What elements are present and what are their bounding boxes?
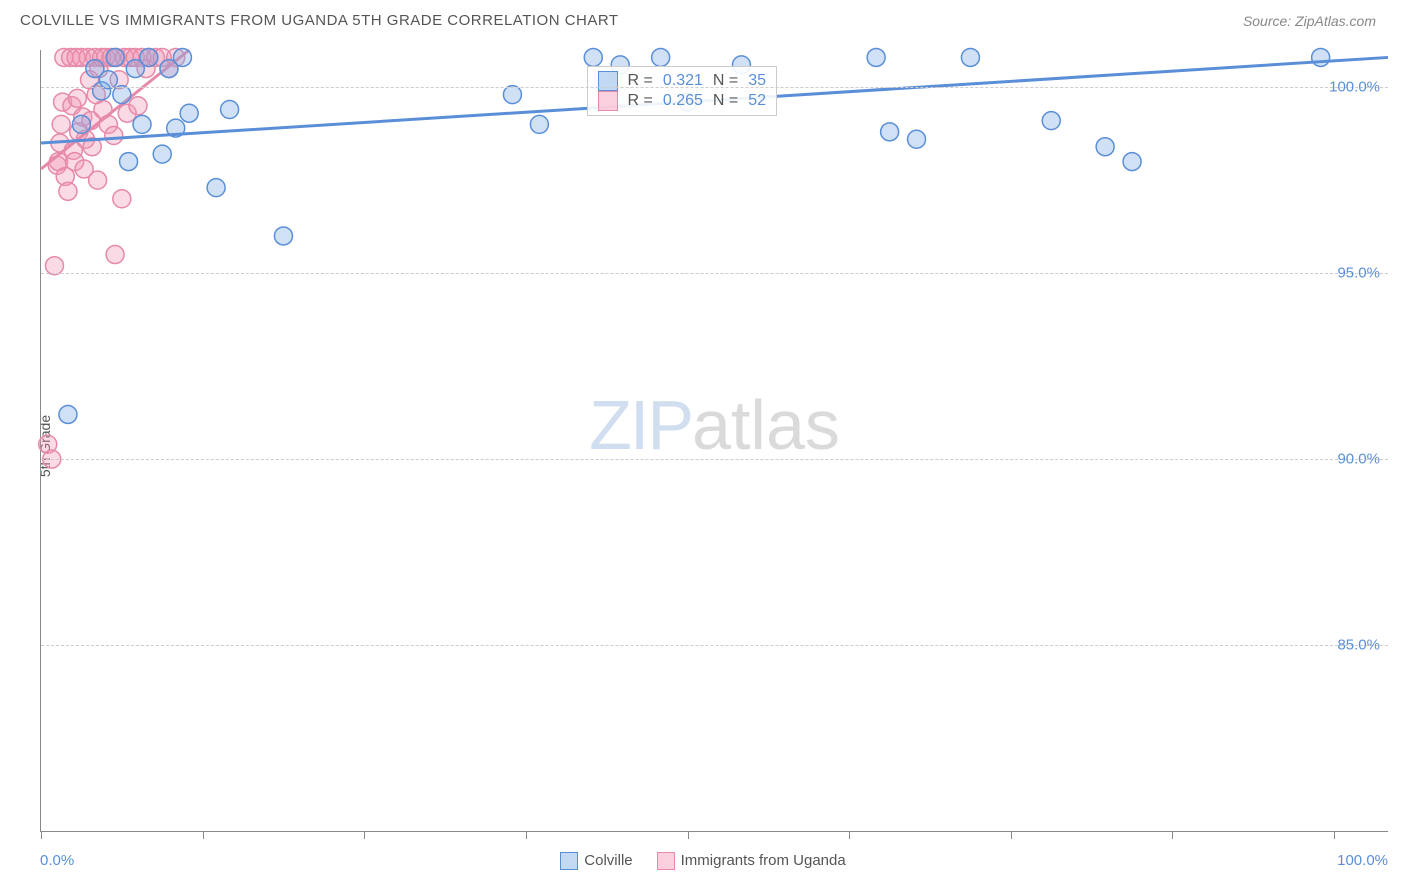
legend-swatch [657, 852, 675, 870]
data-point [1312, 48, 1330, 66]
data-point [274, 227, 292, 245]
data-point [503, 86, 521, 104]
y-tick-label: 100.0% [1329, 79, 1380, 96]
gridline [41, 459, 1388, 460]
plot-svg [41, 50, 1388, 831]
data-point [207, 179, 225, 197]
stats-n-label: N = [713, 92, 738, 110]
data-point [153, 145, 171, 163]
data-point [52, 115, 70, 133]
data-point [45, 257, 63, 275]
x-tick [688, 831, 689, 839]
x-tick [203, 831, 204, 839]
legend-item: Immigrants from Uganda [657, 852, 846, 870]
data-point [89, 171, 107, 189]
data-point [106, 246, 124, 264]
data-point [140, 48, 158, 66]
data-point [180, 104, 198, 122]
data-point [1042, 112, 1060, 130]
data-point [652, 48, 670, 66]
x-tick [1011, 831, 1012, 839]
stats-legend-box: R =0.321N =35R =0.265N =52 [587, 66, 778, 116]
x-tick [1172, 831, 1173, 839]
data-point [120, 153, 138, 171]
gridline [41, 645, 1388, 646]
x-tick [1334, 831, 1335, 839]
source-label: Source: ZipAtlas.com [1243, 13, 1376, 29]
data-point [584, 48, 602, 66]
data-point [106, 48, 124, 66]
chart-title: COLVILLE VS IMMIGRANTS FROM UGANDA 5TH G… [20, 12, 619, 29]
y-tick-label: 95.0% [1337, 265, 1380, 282]
x-tick [526, 831, 527, 839]
data-point [133, 115, 151, 133]
data-point [113, 190, 131, 208]
legend-item: Colville [560, 852, 632, 870]
data-point [1096, 138, 1114, 156]
data-point [105, 127, 123, 145]
data-point [59, 405, 77, 423]
data-point [113, 86, 131, 104]
gridline [41, 87, 1388, 88]
x-tick [849, 831, 850, 839]
stats-r-label: R = [628, 92, 653, 110]
x-tick [41, 831, 42, 839]
x-tick [364, 831, 365, 839]
data-point [908, 130, 926, 148]
data-point [99, 71, 117, 89]
stats-row: R = 0.265 N = 52 [598, 91, 767, 111]
legend-swatch [560, 852, 578, 870]
data-point [961, 48, 979, 66]
data-point [881, 123, 899, 141]
data-point [173, 48, 191, 66]
chart-area: ZIPatlas R =0.321N =35R =0.265N =52 85.0… [40, 50, 1388, 832]
data-point [530, 115, 548, 133]
y-tick-label: 90.0% [1337, 451, 1380, 468]
data-point [1123, 153, 1141, 171]
y-tick-label: 85.0% [1337, 637, 1380, 654]
data-point [867, 48, 885, 66]
legend-bottom: Colville Immigrants from Uganda [0, 852, 1406, 870]
stats-n-value: 52 [748, 92, 766, 110]
data-point [59, 182, 77, 200]
data-point [221, 101, 239, 119]
data-point [72, 115, 90, 133]
data-point [68, 89, 86, 107]
gridline [41, 273, 1388, 274]
data-point [129, 97, 147, 115]
stats-r-value: 0.265 [663, 92, 703, 110]
legend-label: Colville [584, 852, 632, 869]
legend-label: Immigrants from Uganda [681, 852, 846, 869]
stats-swatch [598, 91, 618, 111]
